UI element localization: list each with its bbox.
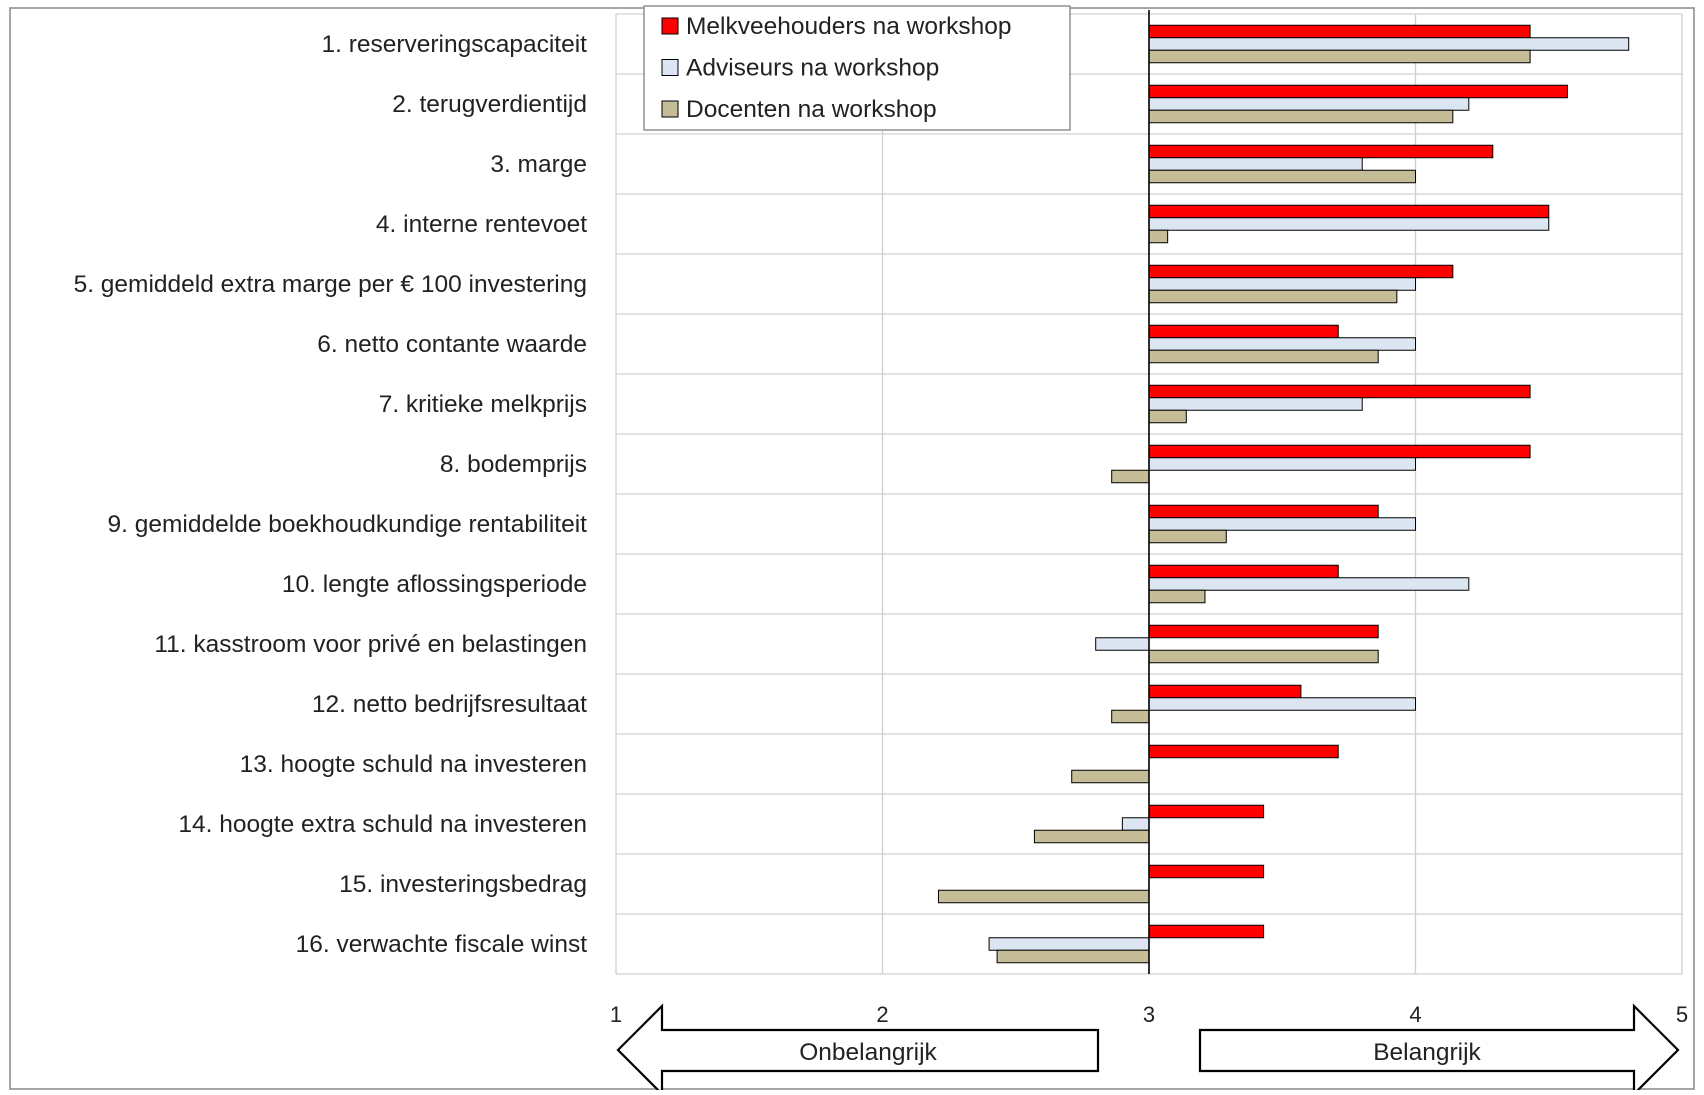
bar — [996, 949, 1150, 964]
bar — [1148, 624, 1379, 639]
bar — [1148, 804, 1265, 819]
legend-swatch — [661, 17, 679, 35]
tick-label: 5 — [1676, 1002, 1688, 1027]
bar — [1148, 144, 1494, 159]
bar — [1148, 697, 1416, 711]
bar — [1148, 924, 1265, 939]
category-label: 11. kasstroom voor privé en belastingen — [154, 631, 587, 658]
bar — [1148, 264, 1454, 279]
bar — [1148, 504, 1379, 519]
legend: Melkveehouders na workshop Adviseurs na w… — [643, 5, 1071, 131]
tick-label: 1 — [610, 1002, 622, 1027]
tick-label: 4 — [1409, 1002, 1421, 1027]
bar — [1148, 84, 1568, 99]
bar — [1121, 817, 1150, 831]
bar — [1148, 217, 1550, 231]
bar — [1111, 709, 1150, 724]
category-label: 14. hoogte extra schuld na investeren — [178, 811, 587, 838]
bar — [1148, 457, 1416, 471]
bar — [1148, 349, 1379, 364]
bar — [1148, 157, 1363, 171]
bar — [1148, 384, 1531, 399]
legend-swatch — [661, 100, 679, 118]
legend-label: Melkveehouders na workshop — [686, 13, 1012, 40]
tick-label: 2 — [876, 1002, 888, 1027]
legend-box — [643, 5, 1071, 131]
bar — [1148, 864, 1265, 879]
category-label: 16. verwachte fiscale winst — [296, 931, 588, 958]
category-label: 7. kritieke melkprijs — [379, 391, 587, 418]
bar — [1148, 529, 1227, 544]
left-arrow-label: Onbelangrijk — [799, 1039, 937, 1066]
bar — [1148, 589, 1206, 604]
bar — [1148, 337, 1416, 351]
bar — [1033, 829, 1150, 844]
category-label: 8. bodemprijs — [440, 451, 587, 478]
bar — [1148, 517, 1416, 531]
bar — [1148, 744, 1339, 759]
right-arrow-label: Belangrijk — [1373, 1039, 1481, 1066]
bar — [1095, 637, 1150, 651]
direction-arrows: Onbelangrijk Belangrijk — [616, 1003, 1680, 1095]
bar — [1148, 564, 1339, 579]
category-label: 1. reserveringscapaciteit — [321, 31, 587, 58]
bar — [988, 937, 1150, 951]
bar — [1148, 277, 1416, 291]
category-label: 2. terugverdientijd — [392, 91, 587, 118]
bar — [1148, 24, 1531, 39]
bar — [1148, 684, 1302, 699]
bar — [937, 889, 1150, 904]
bar — [1148, 444, 1531, 459]
category-label: 3. marge — [490, 151, 587, 178]
category-labels: 1. reserveringscapaciteit 2. terugverdien… — [74, 31, 588, 958]
bar — [1148, 169, 1416, 184]
category-label: 4. interne rentevoet — [376, 211, 587, 238]
chart-border — [9, 7, 1695, 1090]
legend-swatch — [661, 59, 679, 76]
right-arrow-shape — [1198, 1003, 1680, 1095]
category-label: 13. hoogte schuld na investeren — [240, 751, 587, 778]
bar — [1111, 469, 1150, 484]
tick-label: 3 — [1143, 1002, 1155, 1027]
bar — [1148, 49, 1531, 64]
legend-label: Adviseurs na workshop — [686, 55, 939, 82]
bar — [1071, 769, 1150, 784]
bar — [1148, 97, 1470, 111]
legend-label: Docenten na workshop — [686, 96, 937, 123]
bar — [1148, 204, 1550, 219]
bar — [1148, 289, 1398, 304]
category-label: 12. netto bedrijfsresultaat — [312, 691, 587, 718]
bar — [1148, 37, 1630, 51]
bar — [1148, 409, 1187, 424]
category-label: 10. lengte aflossingsperiode — [282, 571, 587, 598]
bar — [1148, 229, 1169, 244]
category-label: 15. investeringsbedrag — [339, 871, 587, 898]
bar — [1148, 649, 1379, 664]
category-label: 5. gemiddeld extra marge per € 100 inves… — [74, 271, 587, 298]
category-label: 6. netto contante waarde — [317, 331, 587, 358]
tick-labels: 1 2 3 4 5 — [610, 1002, 1688, 1027]
category-label: 9. gemiddelde boekhoudkundige rentabilit… — [108, 511, 588, 538]
bar — [1148, 577, 1470, 591]
bar — [1148, 397, 1363, 411]
bar — [1148, 109, 1454, 124]
bar — [1148, 324, 1339, 339]
